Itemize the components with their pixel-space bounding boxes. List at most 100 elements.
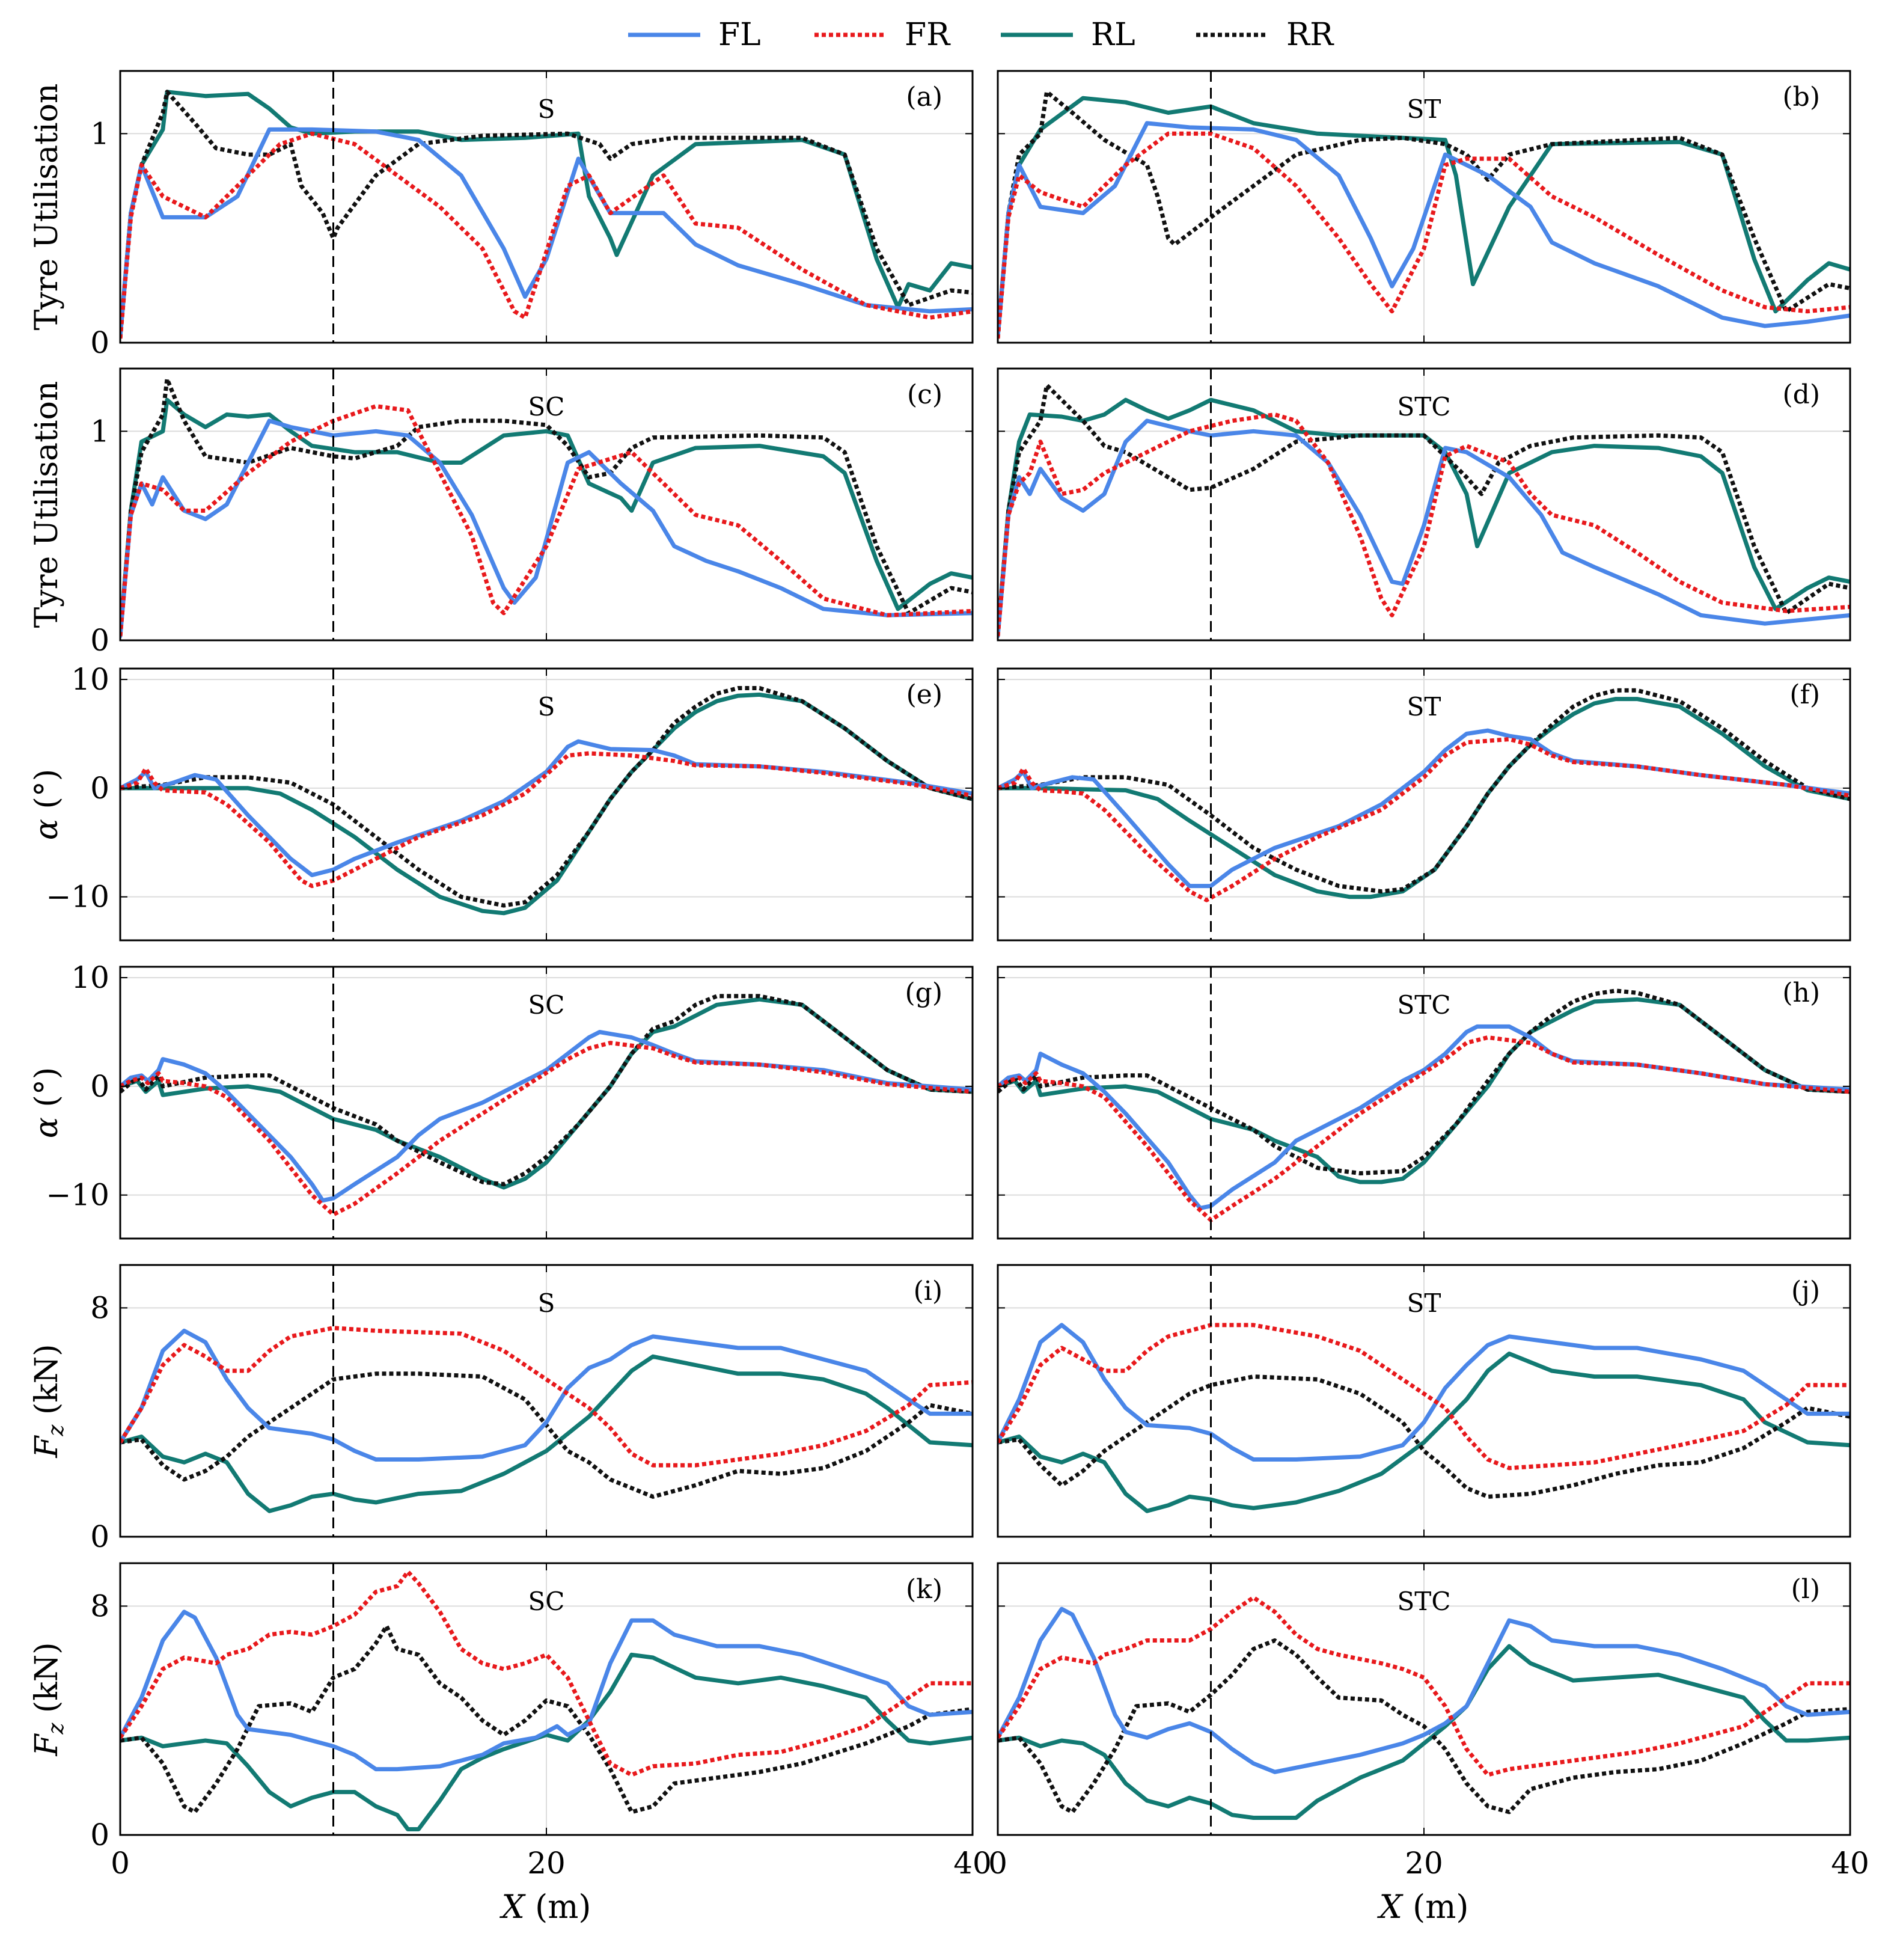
legend-label-rr: RR [1286, 17, 1334, 53]
series-line-fr [120, 1326, 973, 1468]
series-line-fr [120, 751, 973, 889]
panel-tag: (f) [1789, 679, 1820, 710]
series-line-rl [998, 1352, 1850, 1513]
legend-label-fr: FR [905, 17, 951, 53]
y-tick-label: 0 [90, 1818, 109, 1852]
x-tick-label: 40 [1831, 1846, 1869, 1881]
panels-grid: 0 1 Tyre Utilisation (a) S (b) ST 0 1 Tyre Utilis… [29, 70, 1869, 1926]
scenario-label: STC [1398, 990, 1451, 1020]
panel-c: 0 1 Tyre Utilisation (c) SC [29, 367, 974, 658]
series-line-rl [120, 1354, 973, 1513]
series-line-rl [998, 1644, 1850, 1820]
series-line-fr [998, 412, 1850, 637]
panel-k: 0 8 0 20 40 X (m) Fz (kN) (k) SC [29, 1562, 992, 1926]
series-line-fl [120, 418, 973, 639]
x-tick-label: 20 [1405, 1846, 1443, 1881]
series-line-rr [120, 1371, 973, 1499]
series-line-fl [120, 1030, 973, 1203]
series-line-rr [998, 688, 1850, 894]
panel-tag: (j) [1791, 1276, 1820, 1306]
scenario-label: STC [1398, 392, 1451, 421]
panel-tag: (e) [906, 679, 942, 710]
y-axis-label: α (°) [29, 1067, 65, 1138]
y-tick-label: 0 [90, 325, 109, 360]
series-line-fr [120, 404, 973, 637]
y-tick-label: 1 [90, 116, 109, 151]
series-line-fr [120, 131, 973, 339]
panel-d-series [998, 383, 1850, 639]
series-line-rr [120, 686, 973, 908]
panel-tag: (h) [1782, 978, 1820, 1008]
panel-f: (f) ST [997, 667, 1851, 942]
y-axis-label: Fz (kN) [29, 1344, 69, 1458]
series-line-rr [998, 988, 1850, 1175]
panel-b-series [998, 90, 1850, 339]
scenario-label: SC [528, 990, 565, 1020]
panel-g: −10 0 10 α (°) (g) SC [29, 960, 974, 1240]
y-tick-label: 0 [90, 771, 109, 806]
panel-tag: (d) [1783, 379, 1821, 410]
y-tick-label: −10 [46, 1178, 109, 1213]
panel-j-series [998, 1323, 1850, 1513]
series-line-rl [998, 997, 1850, 1184]
panel-i-series [120, 1326, 973, 1513]
panel-l: 0 20 40 X (m) (l) STC [988, 1562, 1869, 1926]
panel-h-series [998, 988, 1850, 1222]
x-axis-label: X (m) [499, 1888, 591, 1926]
panel-c-series [120, 376, 973, 639]
panel-k-series [120, 1569, 973, 1831]
series-line-fl [120, 127, 973, 339]
series-line-rr [998, 90, 1850, 339]
panel-tag: (k) [906, 1574, 942, 1605]
x-tick-label: 40 [953, 1846, 992, 1881]
scenario-label: ST [1407, 1288, 1441, 1318]
panel-e-series [120, 686, 973, 916]
series-line-rr [998, 383, 1850, 637]
panel-tag: (c) [907, 379, 942, 410]
scenario-label: S [538, 692, 555, 721]
x-tick-label: 20 [527, 1846, 566, 1881]
legend-label-fl: FL [718, 17, 761, 53]
y-tick-label: 10 [71, 662, 109, 697]
panel-b: (b) ST [997, 70, 1851, 344]
scenario-label: S [538, 94, 555, 124]
series-line-rr [120, 1624, 973, 1815]
series-line-rr [998, 1638, 1850, 1815]
panel-d: (d) STC [997, 367, 1851, 642]
panel-f-grid [998, 669, 1850, 940]
series-line-fr [998, 1035, 1850, 1222]
y-tick-label: 1 [90, 414, 109, 449]
panel-i: 0 8 Fz (kN) (i) S [29, 1264, 974, 1554]
x-axis-label: X (m) [1377, 1888, 1469, 1926]
scenario-label: ST [1407, 94, 1441, 124]
panel-a: 0 1 Tyre Utilisation (a) S [29, 70, 974, 360]
x-tick-label: 0 [111, 1846, 130, 1881]
panel-a-series [120, 90, 973, 339]
y-tick-label: 8 [90, 1588, 109, 1623]
series-line-rr [120, 994, 973, 1187]
scenario-label: STC [1398, 1587, 1451, 1616]
series-line-fl [998, 1606, 1850, 1774]
panel-h: (h) STC [997, 966, 1851, 1240]
scenario-label: ST [1407, 692, 1441, 721]
series-line-rl [120, 1652, 973, 1831]
series-line-fr [998, 1323, 1850, 1471]
series-line-rl [120, 397, 973, 637]
series-line-fr [998, 1595, 1850, 1777]
y-tick-label: 10 [71, 960, 109, 995]
y-axis-label: Tyre Utilisation [29, 381, 65, 628]
panel-h-grid [998, 967, 1850, 1239]
y-axis-label: α (°) [29, 769, 65, 840]
series-line-fl [998, 121, 1850, 339]
y-tick-label: 0 [90, 623, 109, 658]
series-line-fr [998, 131, 1850, 339]
panel-tag: (a) [906, 82, 942, 112]
legend-label-rl: RL [1091, 17, 1135, 53]
series-line-fl [998, 1323, 1850, 1462]
scenario-label: SC [528, 392, 565, 421]
series-line-fr [998, 737, 1850, 902]
x-tick-label: 0 [988, 1846, 1007, 1881]
panel-tag: (i) [914, 1276, 942, 1306]
panel-tag: (g) [905, 978, 943, 1008]
panel-e-grid [120, 669, 973, 940]
